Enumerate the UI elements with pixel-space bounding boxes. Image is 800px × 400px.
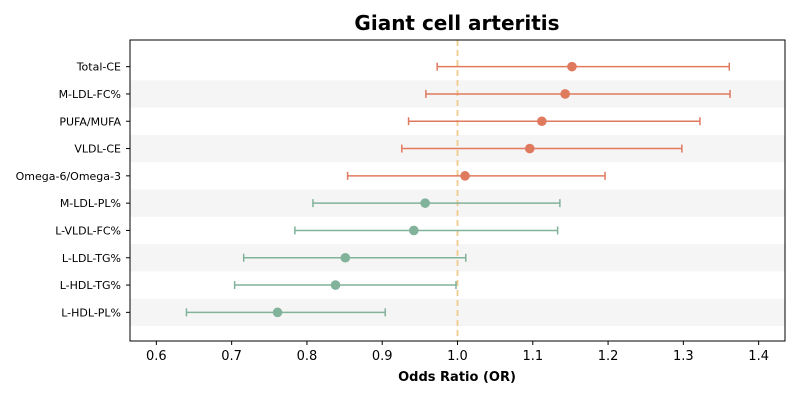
y-tick-label: PUFA/MUFA (59, 115, 121, 128)
x-tick-label: 1.0 (447, 349, 468, 364)
x-axis: 0.6 0.7 0.8 0.9 1.0 1.1 1.2 1.3 1.4 (146, 341, 769, 364)
y-tick-label: Total-CE (76, 61, 121, 74)
estimate-row (401, 143, 683, 154)
y-tick-label: L-HDL-TG% (60, 279, 121, 292)
point-estimate (460, 171, 470, 181)
point-estimate (340, 252, 351, 263)
point-estimate (330, 280, 341, 290)
y-tick-label: M-LDL-PL% (60, 197, 121, 210)
point-estimate (272, 307, 283, 318)
estimate-row (312, 198, 561, 208)
x-tick-label: 1.1 (522, 349, 543, 364)
point-estimate (537, 116, 547, 127)
point-estimate (567, 61, 577, 72)
estimate-row (294, 225, 559, 236)
y-tick-label: L-HDL-PL% (61, 306, 121, 319)
x-tick-label: 0.8 (297, 349, 318, 364)
x-tick-label: 1.3 (673, 349, 694, 364)
point-estimate (560, 89, 570, 99)
point-estimate (409, 225, 419, 236)
x-axis-label: Odds Ratio (OR) (398, 370, 516, 385)
x-tick-label: 1.2 (598, 349, 619, 364)
estimate-row (242, 252, 467, 263)
point-estimate (420, 198, 430, 208)
y-tick-label: VLDL-CE (74, 143, 121, 156)
y-tick-label: L-VLDL-FC% (55, 224, 121, 237)
y-tick-label: M-LDL-FC% (59, 88, 121, 101)
y-tick-label: L-LDL-TG% (62, 252, 121, 265)
estimate-row (185, 307, 386, 318)
estimate-row (425, 89, 731, 99)
estimate-marks (185, 61, 731, 318)
estimate-row (346, 171, 606, 181)
estimate-row (407, 116, 701, 127)
point-estimate (524, 143, 535, 154)
estimate-row (233, 280, 457, 290)
x-tick-label: 1.4 (748, 349, 769, 364)
x-tick-label: 0.6 (146, 349, 167, 364)
y-axis-labels: Total-CE M-LDL-FC% PUFA/MUFA VLDL-CE Omega-6… (16, 61, 130, 319)
chart-title: Giant cell arteritis (354, 11, 559, 35)
estimate-row (436, 61, 731, 72)
x-tick-label: 0.9 (372, 349, 393, 364)
y-tick-label: Omega-6/Omega-3 (16, 170, 121, 183)
plot-frame (129, 39, 786, 342)
x-tick-label: 0.7 (221, 349, 242, 364)
